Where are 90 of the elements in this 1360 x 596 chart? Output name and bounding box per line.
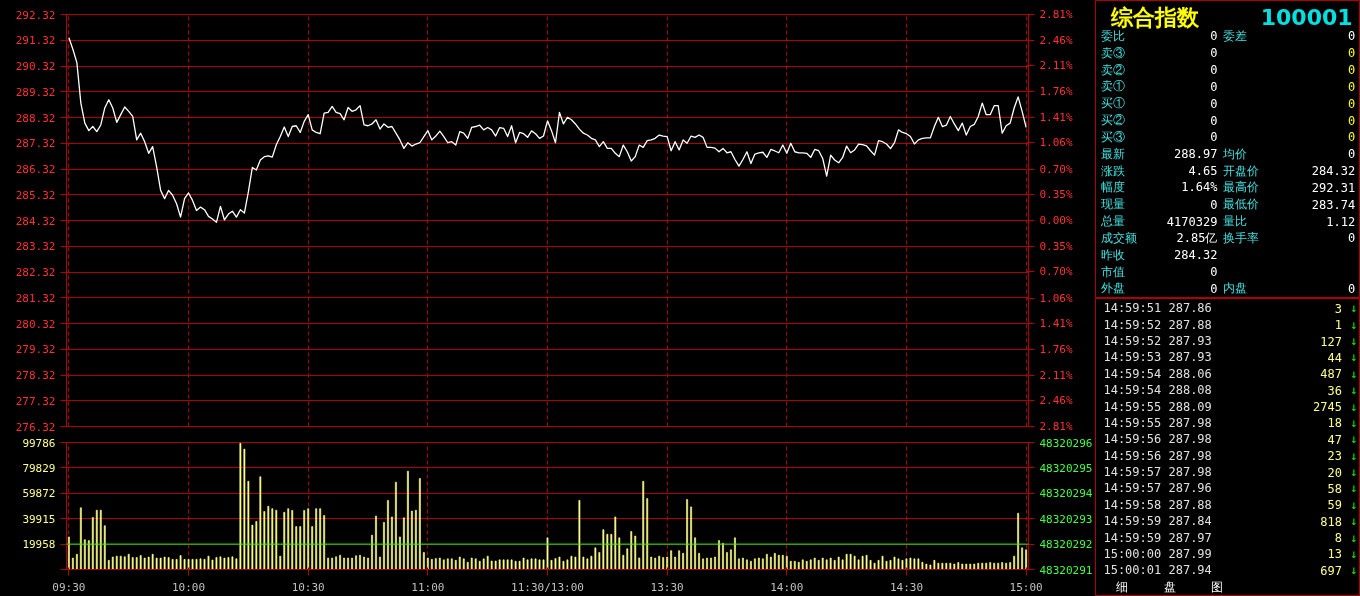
y-tick-label: 287.32 xyxy=(15,137,56,151)
text: 14:59:56 287.98 47 ↓ xyxy=(1103,432,1358,447)
text: 市值 0 xyxy=(1100,264,1218,280)
y2-tick-label: 0.70% xyxy=(1039,265,1073,279)
y-tick-label: 288.32 xyxy=(15,111,56,125)
text: 幅度 1.64% 最高价 292.31 xyxy=(1100,180,1356,195)
line-series xyxy=(68,37,1027,223)
x-tick-label: 15:00 xyxy=(1009,580,1043,594)
text: 14:59:52 287.93 127 ↓ xyxy=(1103,334,1358,349)
y-tick-label: 280.32 xyxy=(15,317,56,331)
text: 最新 288.97 均价 0 xyxy=(1100,146,1356,162)
y2-tick-label: 48320293 xyxy=(1039,512,1093,526)
text: 成交额 2.85亿 换手率 0 xyxy=(1100,230,1356,246)
y2-tick-label: 2.46% xyxy=(1039,394,1073,408)
text: 14:59:57 287.98 20 ↓ xyxy=(1103,465,1358,480)
text: 外盘 0 内盘 0 xyxy=(1100,281,1356,296)
x-tick-label: 10:00 xyxy=(171,580,206,594)
text: 买③ 0 0 xyxy=(1100,129,1356,145)
x-tick-label: 10:30 xyxy=(291,580,325,594)
text: 卖① 0 0 xyxy=(1100,79,1356,94)
y-tick-label: 279.32 xyxy=(15,343,56,357)
y-tick-label: 278.32 xyxy=(15,369,56,382)
text: 14:59:59 287.97 8 ↓ xyxy=(1103,530,1358,546)
y2-tick-label: 2.11% xyxy=(1039,59,1073,73)
x-tick-label: 11:00 xyxy=(411,580,445,594)
text: 总量 4170329 量比 1.12 xyxy=(1100,214,1356,229)
text: 买② 0 0 xyxy=(1100,113,1356,128)
y-tick-label: 290.32 xyxy=(15,60,56,73)
text: 卖② 0 0 xyxy=(1100,62,1356,78)
y-tick-label: 59872 xyxy=(22,487,56,501)
text: 14:59:52 287.88 1 ↓ xyxy=(1103,317,1358,333)
y-tick-label: 292.32 xyxy=(15,8,56,22)
text: 涨跌 4.65 开盘价 284.32 xyxy=(1100,163,1356,179)
y2-tick-label: 1.06% xyxy=(1039,136,1073,150)
text: 14:59:55 287.98 18 ↓ xyxy=(1103,415,1358,431)
text: 卖③ 0 0 xyxy=(1100,45,1356,61)
y2-tick-label: 48320291 xyxy=(1039,563,1093,577)
y-tick-label: 281.32 xyxy=(15,291,56,305)
y2-tick-label: 1.41% xyxy=(1039,317,1073,331)
y2-tick-label: 48320295 xyxy=(1039,461,1093,475)
text: 昨收 284.32 xyxy=(1100,247,1218,263)
text: 14:59:56 287.98 23 ↓ xyxy=(1103,448,1358,464)
y2-tick-label: 2.81% xyxy=(1039,8,1073,21)
y2-tick-label: 48320296 xyxy=(1039,436,1093,450)
y2-tick-label: 1.06% xyxy=(1039,291,1073,305)
x-tick-label: 14:00 xyxy=(770,580,804,594)
text: 14:59:55 288.09 2745 ↓ xyxy=(1103,399,1358,415)
y2-tick-label: 48320294 xyxy=(1039,487,1093,501)
y2-tick-label: 2.46% xyxy=(1039,33,1073,47)
text: 14:59:54 288.06 487 ↓ xyxy=(1103,366,1358,382)
y-tick-label: 283.32 xyxy=(15,240,56,254)
y2-tick-label: 2.81% xyxy=(1039,419,1073,433)
text: 14:59:59 287.84 818 ↓ xyxy=(1103,514,1358,529)
y2-tick-label: 0.35% xyxy=(1039,188,1073,202)
text: 15:00:01 287.94 697 ↓ xyxy=(1103,563,1358,578)
chart-title: 综合指数 100001 xyxy=(1111,4,1353,31)
x-tick-label: 09:30 xyxy=(52,580,86,594)
y2-tick-label: 2.11% xyxy=(1039,368,1073,382)
y-tick-label: 277.32 xyxy=(15,394,56,408)
text: 14:59:53 287.93 44 ↓ xyxy=(1103,350,1358,365)
y-tick-label: 282.32 xyxy=(15,266,56,279)
text: 14:59:51 287.86 3 ↓ xyxy=(1103,301,1358,316)
text: 现量 0 最低价 283.74 xyxy=(1100,197,1356,212)
y-tick-label: 99786 xyxy=(22,436,56,450)
y2-tick-label: 48320292 xyxy=(1039,538,1093,552)
y-tick-label: 291.32 xyxy=(15,34,56,48)
y-tick-label: 286.32 xyxy=(15,163,56,176)
y-tick-label: 284.32 xyxy=(15,214,56,228)
x-tick-label: 14:30 xyxy=(889,580,924,594)
y-tick-label: 276.32 xyxy=(15,420,56,434)
text: 15:00:00 287.99 13 ↓ xyxy=(1103,546,1358,562)
y2-tick-label: 0.70% xyxy=(1039,162,1073,176)
y2-tick-label: 1.76% xyxy=(1039,84,1073,98)
text: 委比 0 委差 0 xyxy=(1100,28,1356,44)
y2-tick-label: 1.41% xyxy=(1039,110,1073,124)
x-tick-label: 11:30/13:00 xyxy=(511,580,584,594)
text: 14:59:57 287.96 58 ↓ xyxy=(1103,481,1358,496)
text: 买① 0 0 xyxy=(1100,96,1356,111)
y-tick-label: 79829 xyxy=(22,461,56,475)
y-tick-label: 39915 xyxy=(22,512,56,526)
text: 14:59:58 287.88 59 ↓ xyxy=(1103,497,1358,513)
y2-tick-label: 0.00% xyxy=(1039,214,1073,227)
text: 细 盘 图 xyxy=(1116,579,1224,594)
x-tick-label: 13:30 xyxy=(650,580,684,594)
y2-tick-label: 0.35% xyxy=(1039,239,1073,253)
y-tick-label: 285.32 xyxy=(15,188,56,202)
y-tick-label: 19958 xyxy=(22,538,56,552)
y2-tick-label: 1.76% xyxy=(1039,343,1073,357)
y-tick-label: 289.32 xyxy=(15,85,56,99)
text: 14:59:54 288.08 36 ↓ xyxy=(1103,383,1358,398)
